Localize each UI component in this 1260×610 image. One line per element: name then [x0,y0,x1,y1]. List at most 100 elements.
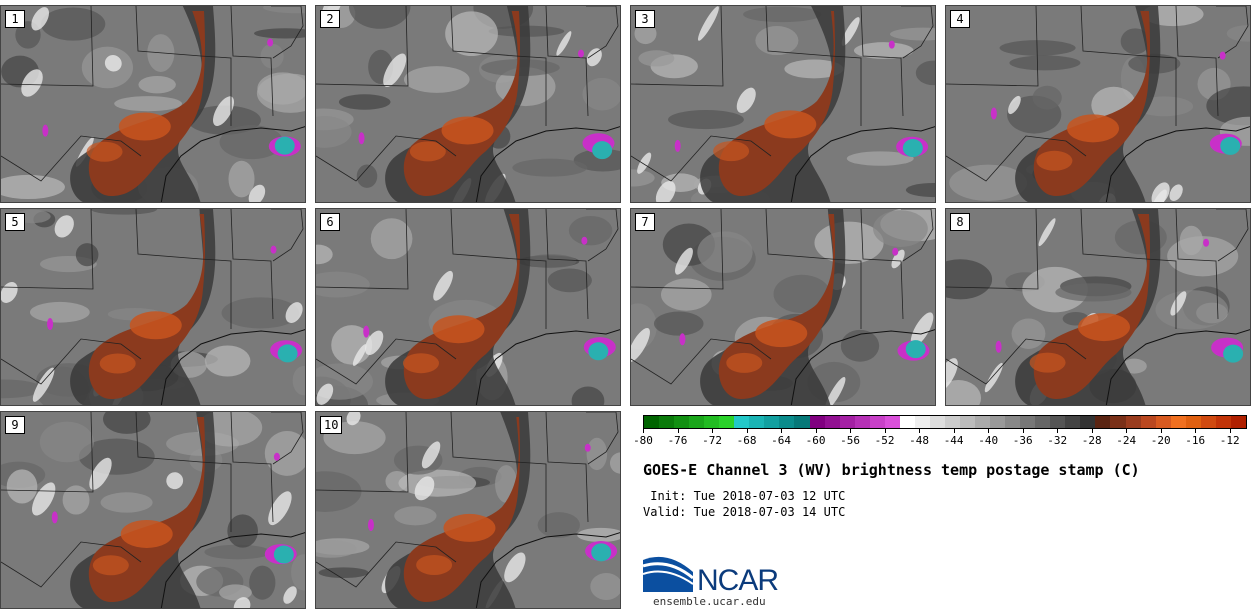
postage-stamp-panel[interactable]: 10 [315,411,621,609]
postage-stamp-panel[interactable]: 3 [630,5,936,203]
postage-stamp-panel[interactable]: 9 [0,411,306,609]
colorbar-segment [689,416,705,428]
colorbar-tick [1057,429,1059,433]
colorbar-tick [1022,429,1024,433]
colorbar-segment [1125,416,1141,428]
colorbar-tick [988,429,990,433]
colorbar-segment [884,416,900,428]
colorbar-segment [1095,416,1111,428]
colorbar-segment [704,416,720,428]
colorbar-segment [719,416,735,428]
colorbar-tick [712,429,714,433]
colorbar-tick-label: -12 [1219,434,1240,447]
colorbar-segment [839,416,855,428]
panel-number-label: 2 [320,10,340,28]
colorbar-segment [975,416,991,428]
colorbar-segment [899,416,915,428]
colorbar-segment [1080,416,1096,428]
colorbar-segment [674,416,690,428]
colorbar-segment [809,416,825,428]
colorbar-segment [659,416,675,428]
colorbar-tick-label: -76 [667,434,688,447]
colorbar-tick [953,429,955,433]
init-time: Init: Tue 2018-07-03 12 UTC [643,489,846,503]
postage-stamp-panel[interactable]: 1 [0,5,306,203]
colorbar-tick [781,429,783,433]
colorbar-segment [1035,416,1051,428]
colorbar-tick [1229,429,1231,433]
colorbar-tick-label: -64 [771,434,791,447]
colorbar-tick [1195,429,1197,433]
colorbar-tick [746,429,748,433]
colorbar-segment [1005,416,1021,428]
ncar-logo-text: NCAR [697,564,779,597]
colorbar-tick [919,429,921,433]
colorbar-segment [779,416,795,428]
colorbar-segment [794,416,810,428]
panel-number-label: 1 [5,10,25,28]
colorbar-segment [1020,416,1036,428]
ncar-logo-icon [643,556,694,592]
panel-number-label: 3 [635,10,655,28]
colorbar-tick [815,429,817,433]
colorbar-tick-label: -80 [633,434,653,447]
colorbar-tick [1126,429,1128,433]
postage-stamp-panel[interactable]: 7 [630,208,936,406]
panel-number-label: 6 [320,213,340,231]
colorbar-tick [884,429,886,433]
colorbar-ticks: -80 -76 -72 -68 -64 -60 -56 -52 -48 -44 -40 -36 -32-… [633,429,1247,449]
colorbar-segment [1200,416,1216,428]
postage-stamp-panel[interactable]: 2 [315,5,621,203]
postage-stamp-panel[interactable]: 4 [945,5,1251,203]
colorbar-tick-label: -32 [1047,434,1068,447]
postage-stamp-panel[interactable]: 6 [315,208,621,406]
colorbar-tick [1091,429,1093,433]
panel-number-label: 8 [950,213,970,231]
colorbar-segment [1050,416,1066,428]
colorbar-tick-label: -24 [1116,434,1137,447]
colorbar-tick-label: -16 [1185,434,1206,447]
colorbar-tick-label: -52 [874,434,895,447]
colorbar-segment [854,416,870,428]
colorbar-segment [644,416,660,428]
colorbar-segment [959,416,976,428]
panel-number-label: 5 [5,213,25,231]
colorbar-segment [869,416,885,428]
panel-number-label: 10 [320,416,343,434]
colorbar-tick-label: -44 [943,434,964,447]
colorbar-tick-label: -36 [1012,434,1033,447]
colorbar-segment [1140,416,1156,428]
site-url[interactable]: ensemble.ucar.edu [653,595,766,608]
colorbar-segment [1155,416,1171,428]
postage-stamp-panel[interactable]: 8 [945,208,1251,406]
panel-number-label: 4 [950,10,970,28]
colorbar-segment [944,416,960,428]
colorbar-segment [749,416,765,428]
colorbar-tick-label: -40 [978,434,999,447]
colorbar-tick-label: -72 [702,434,722,447]
colorbar-tick-label: -56 [840,434,861,447]
colorbar-tick [850,429,852,433]
colorbar-tick-label: -68 [736,434,757,447]
colorbar-segment [764,416,780,428]
colorbar-tick-label: -60 [805,434,826,447]
colorbar-tick [1160,429,1162,433]
postage-stamp-panel[interactable]: 5 [0,208,306,406]
colorbar-tick [677,429,679,433]
colorbar-segment [929,416,945,428]
panel-number-label: 9 [5,416,25,434]
colorbar-segment [1185,416,1201,428]
valid-time: Valid: Tue 2018-07-03 14 UTC [643,505,846,519]
colorbar-tick-label: -28 [1081,434,1102,447]
colorbar-segment [990,416,1006,428]
colorbar-segment [914,416,930,428]
colorbar-segment [734,416,750,428]
colorbar-tick-label: -20 [1150,434,1171,447]
colorbar-segment [1110,416,1126,428]
colorbar-segment [1065,416,1081,428]
figure-title: GOES-E Channel 3 (WV) brightness temp po… [643,461,1140,479]
colorbar-segment [1215,416,1231,428]
colorbar-segment [824,416,840,428]
colorbar-tick-label: -48 [909,434,930,447]
colorbar-segment [1170,416,1186,428]
